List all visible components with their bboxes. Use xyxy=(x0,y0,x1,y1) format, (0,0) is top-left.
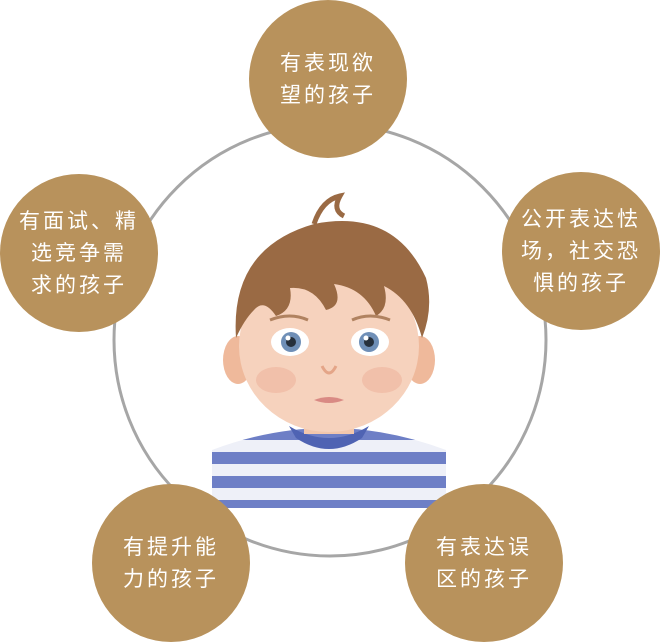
bubble-right: 公开表达怯 场，社交恐 惧的孩子 xyxy=(502,172,660,330)
bubble-left-line-1: 有面试、精 xyxy=(19,209,139,233)
bubble-right-line-2: 场，社交恐 xyxy=(521,239,641,263)
bubble-right-line-3: 惧的孩子 xyxy=(533,271,629,295)
bubble-left-line-3: 求的孩子 xyxy=(31,273,127,297)
bubble-left-line-2: 选竞争需 xyxy=(31,241,127,265)
bubble-bottom-left-line-1: 有提升能 xyxy=(123,535,219,559)
bubble-bottom-left-line-2: 力的孩子 xyxy=(123,567,219,591)
bubble-bottom-right-line-2: 区的孩子 xyxy=(436,567,532,591)
bubble-top-line-2: 望的孩子 xyxy=(280,83,376,107)
bubble-right-line-1: 公开表达怯 xyxy=(521,207,641,231)
baby-portrait-icon xyxy=(212,192,446,508)
bubble-top-line-1: 有表现欲 xyxy=(280,51,376,75)
bubble-bottom-left: 有提升能 力的孩子 xyxy=(92,484,250,642)
bubble-left: 有面试、精 选竞争需 求的孩子 xyxy=(0,174,158,332)
bubble-top: 有表现欲 望的孩子 xyxy=(249,0,407,158)
bubble-bottom-right-line-1: 有表达误 xyxy=(436,535,532,559)
bubble-bottom-right: 有表达误 区的孩子 xyxy=(405,484,563,642)
